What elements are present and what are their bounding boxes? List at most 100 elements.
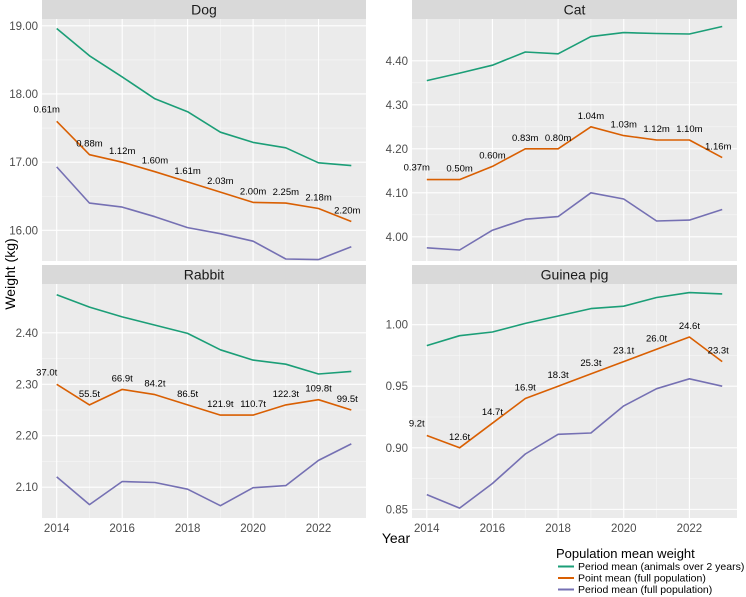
y-axis-title: Weight (kg)	[2, 238, 18, 309]
legend-item-full: Period mean (full population)	[558, 584, 712, 596]
data-label: 1.61m	[174, 166, 200, 177]
x-tick-label: 2016	[109, 523, 135, 535]
x-tick-label: 2020	[611, 523, 637, 535]
data-label: 9.2t	[409, 418, 425, 429]
data-label: 18.3t	[548, 370, 569, 381]
x-tick-label: 2014	[414, 523, 440, 535]
series-line-full	[426, 192, 723, 251]
x-tick-label: 2020	[240, 523, 266, 535]
y-tick-label: 2.20	[16, 431, 38, 443]
panel-strip	[42, 0, 366, 19]
data-label: 24.6t	[679, 321, 700, 332]
x-tick-label: 2022	[677, 523, 703, 535]
data-label: 14.7t	[482, 407, 503, 418]
data-label: 2.18m	[305, 193, 331, 204]
y-tick-label: 4.30	[386, 100, 408, 112]
panel-strip	[412, 0, 737, 19]
data-label: 109.8t	[305, 384, 332, 395]
series-line-point	[426, 126, 723, 181]
y-tick-label: 18.00	[9, 89, 38, 101]
panel-strip	[412, 265, 737, 284]
data-label: 1.60m	[142, 156, 168, 167]
panel-title: Rabbit	[184, 267, 225, 283]
series-line-over2	[426, 25, 723, 82]
legend: Population mean weight Period mean (anim…	[556, 546, 744, 596]
y-tick-label: 4.00	[386, 232, 408, 244]
series-line-point	[426, 336, 723, 449]
panel-strip	[42, 265, 366, 284]
data-label: 2.25m	[273, 187, 299, 198]
panel-background	[412, 284, 737, 518]
x-tick-label: 2022	[306, 523, 332, 535]
series-line-over2	[426, 291, 723, 347]
panel-background	[42, 284, 366, 518]
data-label: 0.61m	[34, 104, 60, 115]
y-tick-label: 4.40	[386, 56, 408, 68]
panel-rabbit: Rabbit 2014 2016 2018 2020 2022 2.10 2.20 2.30 2.…	[16, 265, 366, 535]
panel-dog: Dog2014201620182020202216.0017.0018.0019…	[9, 0, 366, 278]
legend-label: Period mean (full population)	[578, 584, 712, 596]
data-label: 1.16m	[705, 142, 731, 153]
legend-label: Point mean (full population)	[578, 573, 706, 585]
data-label: 122.3t	[273, 389, 300, 400]
data-label: 99.5t	[337, 394, 358, 405]
data-label: 1.12m	[109, 146, 135, 157]
y-tick-label: 0.90	[386, 443, 408, 455]
y-tick-label: 4.20	[386, 144, 408, 156]
data-label: 1.12m	[643, 124, 669, 135]
series-line-full	[56, 166, 352, 261]
data-label: 2.00m	[240, 186, 266, 197]
y-tick-label: 19.00	[9, 21, 38, 33]
data-label: 110.7t	[240, 399, 266, 410]
legend-items: Period mean (animals over 2 years)Point …	[558, 561, 744, 596]
panel-title: Dog	[191, 2, 217, 18]
x-axis-title: Year	[382, 530, 411, 546]
x-tick-label: 2018	[175, 523, 201, 535]
panel-guinea-pig: Guinea pig 2014 2016 2018 2020 2022 0.85 0.90 0.…	[386, 265, 737, 535]
data-label: 2.03m	[207, 176, 233, 187]
data-label: 66.9t	[112, 373, 133, 384]
data-label: 23.1t	[613, 346, 634, 357]
y-tick-label: 2.10	[16, 482, 38, 494]
data-label: 2.20m	[334, 205, 360, 216]
data-label: 84.2t	[144, 379, 165, 390]
series-line-over2	[56, 294, 352, 375]
y-tick-label: 4.10	[386, 188, 408, 200]
series-line-over2	[56, 27, 352, 167]
y-tick-label: 2.40	[16, 328, 38, 340]
series-line-full	[56, 443, 352, 507]
series-line-point	[56, 120, 352, 223]
data-label: 0.50m	[446, 164, 472, 175]
facet-panels: Dog 2014 2016 2018 2020 2022 16.00 17.00 18.00 19…	[9, 0, 737, 535]
y-tick-label: 17.00	[9, 157, 38, 169]
data-label: 0.80m	[545, 133, 571, 144]
x-tick-label: 2014	[44, 523, 70, 535]
data-label: 25.3t	[580, 358, 601, 369]
data-label: 0.83m	[512, 133, 538, 144]
legend-label: Period mean (animals over 2 years)	[578, 561, 744, 573]
data-label: 12.6t	[449, 432, 470, 443]
data-label: 1.10m	[676, 124, 702, 135]
y-tick-label: 16.00	[9, 225, 38, 237]
x-tick-label: 2018	[545, 523, 571, 535]
data-label: 0.88m	[76, 139, 102, 150]
x-tick-label: 2016	[480, 523, 506, 535]
y-tick-label: 1.00	[386, 320, 408, 332]
y-tick-label: 2.30	[16, 379, 38, 391]
legend-item-over2: Period mean (animals over 2 years)	[558, 561, 744, 573]
data-label: 0.60m	[479, 150, 505, 161]
data-label: 23.3t	[708, 346, 729, 357]
data-label: 121.9t	[207, 399, 234, 410]
data-label: 1.04m	[578, 111, 604, 122]
data-label: 86.5t	[177, 389, 198, 400]
data-label: 55.5t	[79, 389, 100, 400]
panel-title: Guinea pig	[541, 267, 609, 283]
data-label: 26.0t	[646, 333, 667, 344]
y-tick-label: 0.85	[386, 504, 408, 516]
series-line-point	[56, 383, 352, 416]
data-label: 37.0t	[36, 367, 57, 378]
data-label: 1.03m	[611, 120, 637, 131]
legend-item-point: Point mean (full population)	[558, 573, 706, 585]
panel-title: Cat	[564, 2, 586, 18]
